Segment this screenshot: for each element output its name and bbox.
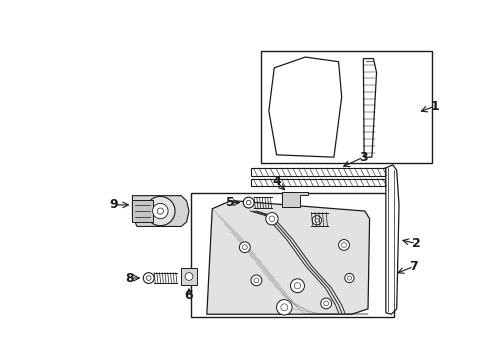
- Text: 9: 9: [109, 198, 118, 211]
- Circle shape: [323, 301, 328, 306]
- Polygon shape: [250, 168, 384, 176]
- Polygon shape: [363, 59, 376, 157]
- Circle shape: [344, 274, 353, 283]
- Polygon shape: [181, 268, 196, 285]
- Circle shape: [146, 276, 151, 280]
- Circle shape: [157, 208, 163, 214]
- Text: 2: 2: [411, 237, 420, 250]
- Text: 5: 5: [225, 196, 234, 209]
- Circle shape: [294, 283, 300, 289]
- Circle shape: [265, 213, 278, 225]
- Text: 4: 4: [272, 175, 281, 188]
- Bar: [261, 51, 431, 163]
- Text: 7: 7: [408, 260, 417, 273]
- Text: 1: 1: [429, 100, 438, 113]
- Polygon shape: [206, 201, 369, 314]
- Polygon shape: [385, 165, 398, 314]
- Bar: [191, 193, 393, 316]
- Circle shape: [239, 242, 250, 253]
- Circle shape: [290, 279, 304, 293]
- Circle shape: [314, 218, 318, 222]
- Circle shape: [338, 239, 349, 250]
- Circle shape: [185, 273, 192, 280]
- Circle shape: [152, 203, 168, 219]
- Circle shape: [280, 304, 287, 311]
- Polygon shape: [268, 57, 341, 157]
- Polygon shape: [132, 195, 189, 226]
- Circle shape: [276, 300, 291, 315]
- Circle shape: [253, 278, 258, 283]
- Text: 6: 6: [184, 289, 193, 302]
- Circle shape: [341, 243, 346, 247]
- Text: 3: 3: [358, 150, 367, 164]
- Circle shape: [145, 197, 175, 226]
- Polygon shape: [132, 200, 152, 222]
- Circle shape: [320, 298, 331, 309]
- Circle shape: [243, 197, 254, 208]
- Circle shape: [242, 245, 247, 250]
- Circle shape: [246, 200, 250, 205]
- Circle shape: [268, 216, 274, 221]
- Circle shape: [250, 275, 261, 286]
- Circle shape: [143, 273, 154, 283]
- Polygon shape: [282, 192, 307, 207]
- Circle shape: [311, 216, 321, 225]
- Text: 8: 8: [125, 271, 133, 284]
- Polygon shape: [250, 179, 384, 186]
- Circle shape: [346, 276, 351, 280]
